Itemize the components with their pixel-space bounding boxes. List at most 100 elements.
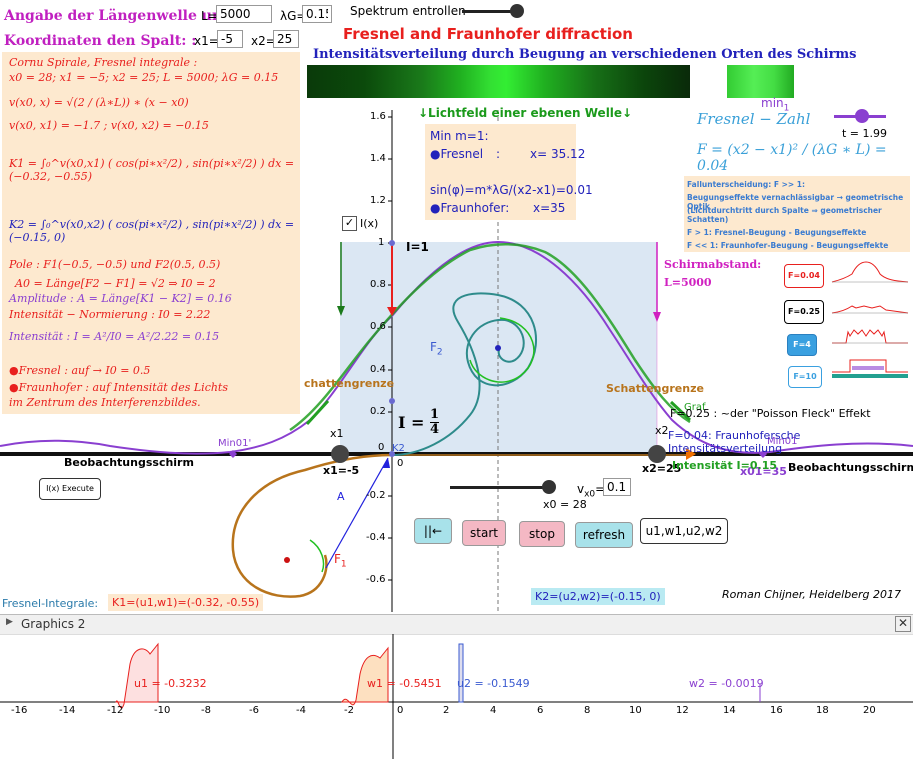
fresnel-zahl-formula: F = (x2 − x1)² / (λG ∗ L) = 0.04 <box>697 142 887 174</box>
ix-execute-button[interactable]: I(x) Execute <box>39 478 101 500</box>
f004-note: F=0.04: Fraunhofersche Intensitätsvertei… <box>668 429 801 455</box>
y-tick-minus-0.2: -0.2 <box>366 490 386 501</box>
lichtfeld-label: ↓Lichtfeld einer ebenen Welle↓ <box>418 106 633 120</box>
v-input[interactable] <box>603 478 631 496</box>
thumb-f10 <box>832 359 908 373</box>
g2-tick-8: 8 <box>584 705 591 716</box>
ix-checkbox-label: I(x) <box>360 217 379 230</box>
u2-shape <box>458 643 464 703</box>
min-info-box <box>425 124 576 220</box>
graphics2-close-icon[interactable]: ✕ <box>895 616 911 632</box>
pause-button[interactable]: ||← <box>414 518 452 544</box>
g2-tick-minus12: -12 <box>107 705 124 716</box>
intensitaet-I-label: Intensität I=0.15 <box>672 459 778 472</box>
graphics-view-2[interactable] <box>0 634 913 759</box>
cornu-formula-panel <box>2 52 300 414</box>
stop-button[interactable]: stop <box>519 521 565 547</box>
y-tick-0.2: 0.2 <box>370 406 386 417</box>
F2-pole-dot <box>495 345 501 351</box>
min-info-fresnel: ●Fresnel <box>430 147 484 161</box>
F1-label: F1 <box>334 552 347 570</box>
spectrum-bar-small <box>727 65 794 98</box>
green-arc-upper <box>469 317 535 383</box>
f-025-button[interactable]: F=0.25 <box>784 300 824 324</box>
case-l2: Beugungseffekte vernachlässigbar → geome… <box>687 193 904 211</box>
I-quarter-label: I = 1 4 <box>398 407 440 437</box>
g2-tick-14: 14 <box>723 705 736 716</box>
start-button[interactable]: start <box>462 520 506 546</box>
g2-tick-4: 4 <box>490 705 497 716</box>
g2-tick-16: 16 <box>770 705 783 716</box>
v-slider-knob[interactable] <box>542 480 556 494</box>
y-tick-0.6: 0.6 <box>370 321 386 332</box>
min-info-fraunhofer-value: x=35 <box>533 201 566 215</box>
intensity-curve-purple <box>0 240 913 455</box>
x2-point[interactable] <box>648 445 666 463</box>
min-info-l1: Min m=1: <box>430 129 489 143</box>
f025-note: F=0.25 : ~der "Poisson Fleck" Effekt <box>670 407 871 420</box>
case-l4: F > 1: Fresnel-Beugung - Beugungseffekte <box>687 228 867 237</box>
spectrum-bar <box>307 65 690 98</box>
F2-label: F2 <box>430 340 443 358</box>
g2-tick-minus6: -6 <box>249 705 259 716</box>
case-l3: (Lichtdurchtritt durch Spalte ⇒ geometri… <box>687 206 882 224</box>
u2-label: u2 = -0.1549 <box>457 677 530 690</box>
graphics2-collapse-icon[interactable]: ▶ <box>6 617 13 627</box>
thumb-f025 <box>831 305 909 314</box>
refresh-button[interactable]: refresh <box>575 522 633 548</box>
x1-point[interactable] <box>331 445 349 463</box>
g2-tick-6: 6 <box>537 705 544 716</box>
x1-eq-label: x1=-5 <box>323 464 360 477</box>
y-tick-minus-0.4: -0.4 <box>366 532 386 543</box>
t-label: t = 1.99 <box>842 127 888 140</box>
graphics-view-1[interactable] <box>0 0 913 612</box>
f-10-button[interactable]: F=10 <box>788 366 822 388</box>
formula-amplitude: Amplitude : A = Länge[K1 − K2] = 0.16 <box>9 292 232 305</box>
t-slider-knob[interactable] <box>855 109 869 123</box>
x01-label: x01=35 <box>740 465 787 478</box>
title-line-2: Koordinaten den Spalt: : <box>4 33 197 49</box>
f-004-button[interactable]: F=0.04 <box>784 264 824 288</box>
schattengrenze-left-label: chattengrenze <box>304 377 395 390</box>
lambdaG-input[interactable] <box>302 5 332 23</box>
spektrum-slider-track[interactable] <box>462 10 522 13</box>
schattengrenze-right-label: Schattengrenze <box>606 382 704 395</box>
g2-tick-20: 20 <box>863 705 876 716</box>
y-tick-1: 1 <box>378 237 385 248</box>
g2-tick-0: 0 <box>397 705 404 716</box>
thumb-f004 <box>831 261 909 283</box>
intensity-title: Intensitätsverteilung durch Beugung an v… <box>313 47 857 62</box>
g2-tick-18: 18 <box>816 705 829 716</box>
formula-line-3: v(x0, x) = √(2 / (λ∗L)) ∗ (x − x0) <box>9 96 189 109</box>
cornu-spiral-lower <box>231 453 393 598</box>
min-info-fresnel-value: x= 35.12 <box>530 147 586 161</box>
x2-input[interactable] <box>273 30 299 48</box>
beob-right-label: Beobachtungsschirm <box>788 461 913 474</box>
ix-checkbox[interactable]: ✓ <box>342 216 357 231</box>
fresnel-integrale-label: Fresnel-Integrale: <box>2 597 99 610</box>
min-info-sin: sin(φ)=m*λG/(x2-x1)=0.01 <box>430 183 593 197</box>
f-4-button[interactable]: F=4 <box>787 334 817 356</box>
y-tick-1.6: 1.6 <box>370 111 386 122</box>
w1-shape <box>341 646 389 706</box>
formula-pole: Pole : F1(−0.5, −0.5) und F2(0.5, 0.5) <box>9 258 221 271</box>
min01-right-label: Min01 <box>767 436 798 447</box>
graf-label: Graf <box>684 402 706 413</box>
amplitude-vector <box>325 457 389 569</box>
v-slider-track[interactable] <box>450 486 550 489</box>
green-arc-lower <box>309 539 325 573</box>
formula-K1: K1 = ∫₀^v(x0,x1) ( cos(pi∗x²/2) , sin(pi… <box>9 157 295 183</box>
f-thumbnails <box>831 261 909 378</box>
y-tick-0.8: 0.8 <box>370 279 386 290</box>
min01-left-marker <box>229 450 237 458</box>
spektrum-slider-knob[interactable] <box>510 4 524 18</box>
uw-button[interactable]: u1,w1,u2,w2 <box>640 518 728 544</box>
K1-box: K1=(u1,w1)=(-0.32, -0.55) <box>108 594 264 611</box>
intensity-marker <box>686 448 696 460</box>
intensity-curve-green <box>289 242 691 432</box>
formula-K2: K2 = ∫₀^v(x0,x2) ( cos(pi∗x²/2) , sin(pi… <box>9 218 295 244</box>
x1-label: x1= <box>194 34 219 48</box>
x1-input[interactable] <box>217 30 243 48</box>
g2-tick-minus14: -14 <box>59 705 76 716</box>
L-input[interactable] <box>216 5 272 23</box>
